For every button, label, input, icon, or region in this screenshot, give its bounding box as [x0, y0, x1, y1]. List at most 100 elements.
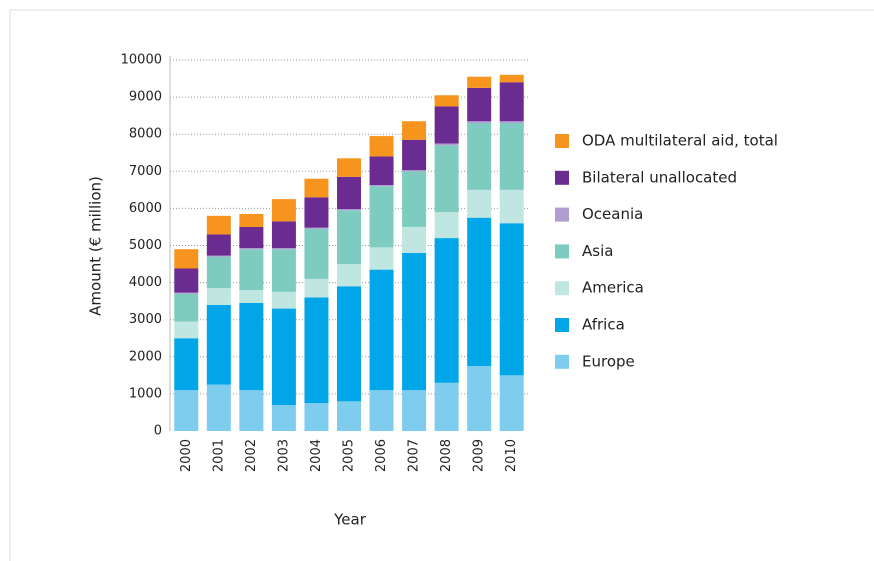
bar-segment — [402, 171, 427, 227]
bar-segment — [499, 189, 524, 224]
legend-label: America — [582, 279, 644, 297]
bar-segment — [206, 384, 231, 431]
legend-label: Oceania — [582, 205, 643, 223]
bar-segment — [467, 76, 492, 88]
bar-segment — [206, 288, 231, 305]
bar-segment — [304, 228, 329, 279]
bar-segment — [304, 403, 329, 431]
bar-segment — [434, 106, 459, 144]
bar-segment — [271, 405, 296, 431]
x-tick-label: 2007 — [407, 439, 422, 472]
x-tick-label: 2004 — [309, 439, 324, 472]
bar-segment — [174, 321, 199, 339]
bar-segment — [271, 308, 296, 406]
bar-segment — [402, 252, 427, 391]
x-tick-label: 2003 — [276, 439, 291, 472]
bar-segment — [369, 136, 394, 157]
bar-segment — [271, 248, 296, 250]
y-tick-label: 2000 — [129, 349, 162, 364]
bar-segment — [271, 249, 296, 292]
bar-segment — [499, 121, 524, 124]
y-tick-label: 0 — [154, 424, 162, 439]
legend-swatch — [555, 354, 569, 369]
bar-segment — [304, 227, 329, 229]
bar-segment — [499, 123, 524, 190]
bar-segment — [467, 217, 492, 367]
bar-segment — [499, 375, 524, 431]
bar-segment — [174, 292, 199, 294]
legend-label: ODA multilateral aid, total — [582, 132, 778, 150]
bar-segment — [337, 286, 361, 402]
x-tick-label: 2002 — [244, 439, 259, 472]
bar-segment — [402, 170, 427, 172]
bar-segment — [434, 143, 459, 146]
bar-segment — [467, 87, 492, 122]
x-tick-label: 2005 — [342, 439, 357, 472]
y-tick-label: 5000 — [129, 238, 162, 253]
bar-segment — [369, 247, 394, 270]
bar-segment — [402, 226, 427, 253]
y-tick-label: 8000 — [129, 127, 162, 142]
bar-segment — [304, 197, 329, 228]
bar-segment — [304, 178, 329, 198]
y-tick-label: 7000 — [129, 164, 162, 179]
bar-segment — [271, 199, 296, 222]
legend-label: Europe — [582, 352, 635, 370]
bar-segment — [369, 269, 394, 391]
bar-segment — [206, 256, 231, 289]
y-tick-label: 4000 — [129, 275, 162, 290]
bar-segment — [304, 278, 329, 298]
bar-segment — [271, 291, 296, 309]
legend-swatch — [555, 244, 569, 259]
bar-segment — [402, 139, 427, 171]
bar-segment — [239, 249, 264, 291]
bar-segment — [206, 255, 231, 257]
legend-swatch — [555, 170, 569, 185]
x-tick-label: 2006 — [374, 439, 389, 472]
bar-segment — [402, 390, 427, 431]
bar-segment — [369, 185, 394, 187]
bar-segment — [369, 186, 394, 248]
y-axis-label: Amount (€ million) — [87, 176, 105, 316]
legend-swatch — [555, 207, 569, 222]
bar-segment — [337, 264, 361, 287]
bar-segment — [239, 303, 264, 391]
bar-segment — [467, 121, 492, 124]
bar-segment — [239, 213, 264, 227]
y-tick-label: 1000 — [129, 386, 162, 401]
bar-segment — [467, 189, 492, 218]
bar-segment — [467, 366, 492, 431]
bar-segment — [239, 226, 264, 249]
bar-segment — [174, 268, 199, 293]
bar-segment — [337, 158, 361, 177]
legend-label: Bilateral unallocated — [582, 168, 737, 186]
legend-label: Asia — [582, 242, 613, 260]
bar-segment — [434, 212, 459, 239]
bar-segment — [499, 223, 524, 376]
bar-segment — [402, 121, 427, 140]
x-tick-label: 2000 — [179, 439, 194, 472]
bar-segment — [337, 176, 361, 210]
bar-segment — [239, 390, 264, 431]
y-tick-label: 6000 — [129, 201, 162, 216]
bar-segment — [434, 145, 459, 213]
bar-segment — [174, 249, 199, 269]
bar-segment — [499, 82, 524, 122]
bar-segment — [206, 215, 231, 235]
legend-swatch — [555, 134, 569, 148]
bar-segment — [434, 238, 459, 383]
x-tick-label: 2009 — [472, 439, 487, 472]
bar-segment — [467, 123, 492, 190]
bar-segment — [499, 74, 524, 83]
bar-segment — [304, 297, 329, 404]
y-tick-label: 3000 — [129, 312, 162, 327]
legend-swatch — [555, 281, 569, 296]
bar-segment — [206, 234, 231, 256]
y-tick-label: 10000 — [121, 53, 162, 68]
bar-segment — [239, 248, 264, 250]
bar-segment — [206, 304, 231, 385]
bar-segment — [337, 210, 361, 265]
bar-segment — [369, 390, 394, 431]
